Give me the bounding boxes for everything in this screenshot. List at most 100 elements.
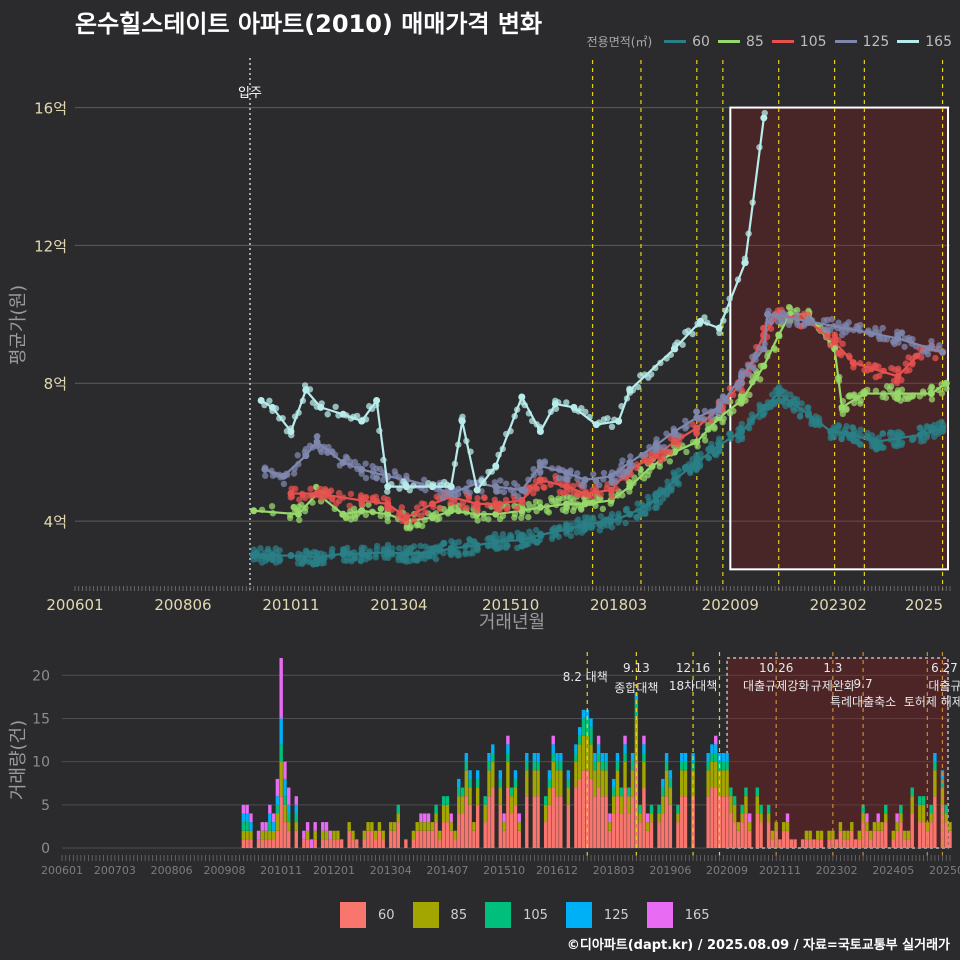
bar-segment-105 <box>683 761 688 771</box>
scatter-point <box>347 490 355 498</box>
bar-segment-125 <box>566 770 571 779</box>
bar-segment-85 <box>608 822 612 831</box>
bar-segment-85 <box>487 770 491 797</box>
scatter-point <box>738 420 745 428</box>
bar-segment-85 <box>445 804 450 823</box>
scatter-point <box>675 467 682 474</box>
bar-segment-85 <box>577 744 582 779</box>
series-line-125 <box>264 313 943 495</box>
bar-segment-165 <box>785 813 790 823</box>
bar-segment-105 <box>604 761 608 771</box>
policy-label: 종합대책 <box>614 680 658 695</box>
bar-segment-60 <box>895 830 899 848</box>
bar-segment-85 <box>419 822 423 831</box>
scatter-point <box>507 534 514 541</box>
x-tick-label: 201803 <box>590 596 647 614</box>
bar-segment-60 <box>321 839 325 848</box>
bar-y-tick-label: 20 <box>32 668 50 684</box>
scatter-point <box>875 363 882 370</box>
bar-segment-60 <box>827 839 831 848</box>
legend-swatch <box>717 40 740 43</box>
bar-segment-60 <box>411 839 416 848</box>
bar-legend-label: 165 <box>684 907 710 923</box>
bar-segment-85 <box>933 770 937 797</box>
bar-segment-105 <box>642 753 646 762</box>
scatter-point <box>439 494 446 502</box>
bar-segment-60 <box>559 796 563 848</box>
bar-segment-85 <box>740 813 744 823</box>
bar-segment-85 <box>513 787 518 805</box>
bar-segment-105 <box>441 796 446 805</box>
policy-label: 12.16 <box>676 661 710 675</box>
bar-y-tick-label: 0 <box>41 841 50 857</box>
bar-segment-60 <box>933 796 937 848</box>
bar-segment-60 <box>819 839 824 848</box>
legend-swatch <box>771 40 794 43</box>
bar-segment-105 <box>279 744 283 762</box>
bar-segment-165 <box>748 813 752 823</box>
bar-segment-125 <box>933 753 937 762</box>
x-tick-label: 2025 <box>905 596 943 614</box>
bar-segment-165 <box>256 830 261 840</box>
bar-segment-85 <box>381 830 385 840</box>
scatter-point <box>908 436 916 444</box>
scatter-point <box>373 546 380 553</box>
bar-segment-60 <box>555 796 559 848</box>
bar-segment-105 <box>861 804 865 814</box>
scatter-point <box>938 390 946 397</box>
policy-label: 18차대책 <box>669 678 717 693</box>
bar-segment-85 <box>555 770 559 797</box>
bar-segment-85 <box>804 830 809 840</box>
bar-segment-105 <box>596 753 601 762</box>
scatter-point <box>943 385 950 392</box>
bar-segment-125 <box>574 744 578 753</box>
bar-segment-105 <box>638 804 642 814</box>
bar-segment-60 <box>748 830 752 848</box>
bar-segment-60 <box>551 787 555 848</box>
scatter-point <box>513 505 521 512</box>
x-tick-label: 200806 <box>154 596 211 614</box>
bar-segment-105 <box>434 804 438 814</box>
y-tick-label: 16억 <box>34 100 67 118</box>
bar-segment-85 <box>642 761 646 788</box>
bar-segment-60 <box>245 839 249 848</box>
bar-segment-165 <box>608 813 612 823</box>
bar-segment-125 <box>547 770 552 779</box>
scatter-point <box>580 482 588 490</box>
bar-segment-125 <box>464 753 469 762</box>
bar-segment-85 <box>910 796 914 814</box>
bar-segment-105 <box>744 787 748 797</box>
bar-segment-165 <box>294 796 298 805</box>
bar-segment-165 <box>419 813 423 823</box>
bar-segment-60 <box>332 839 336 848</box>
scatter-point <box>407 523 415 530</box>
bar-segment-85 <box>536 770 540 797</box>
scatter-point <box>645 504 652 512</box>
bar-segment-85 <box>472 822 476 831</box>
scatter-point <box>497 477 504 484</box>
bar-segment-60 <box>948 830 952 848</box>
series-line-105 <box>290 313 943 519</box>
scatter-point <box>622 519 629 527</box>
bar-segment-85 <box>362 830 366 840</box>
bar-segment-125 <box>593 753 597 762</box>
scatter-point <box>588 524 595 532</box>
bar-segment-85 <box>706 770 710 797</box>
bar-segment-60 <box>271 839 276 848</box>
legend-item-165: 165 <box>897 34 952 50</box>
bar-segment-105 <box>918 796 922 805</box>
bar-segment-60 <box>457 813 461 848</box>
scatter-point <box>504 542 511 549</box>
bar-segment-85 <box>483 804 487 823</box>
policy-label: 1.3 <box>823 661 842 675</box>
bar-segment-85 <box>944 813 948 823</box>
bar-segment-60 <box>850 830 854 848</box>
scatter-point <box>845 319 852 326</box>
bar-segment-60 <box>861 822 865 848</box>
scatter-point <box>857 321 864 329</box>
bar-segment-60 <box>891 839 896 848</box>
bar-segment-125 <box>498 770 503 779</box>
bar-segment-165 <box>895 813 899 823</box>
bar-y-tick-label: 5 <box>41 798 50 814</box>
scatter-point <box>796 412 804 419</box>
